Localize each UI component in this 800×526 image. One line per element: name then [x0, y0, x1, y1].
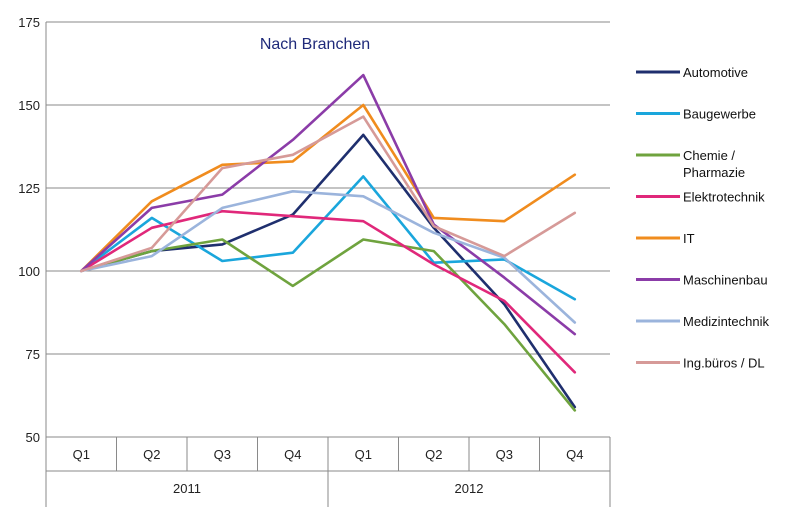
series-line	[80, 73, 577, 336]
y-tick-label: 175	[18, 15, 40, 30]
legend-label: Medizintechnik	[683, 314, 769, 329]
legend-label: Maschinenbau	[683, 273, 768, 288]
x-tick-label: Q2	[425, 447, 442, 462]
legend: Automotive Baugewerbe Chemie / Pharmazie Ele…	[636, 65, 769, 371]
x-group-label: 2012	[455, 481, 484, 496]
series-layer	[80, 73, 577, 412]
x-tick-label: Q4	[284, 447, 301, 462]
grid-layer	[46, 21, 610, 438]
series-line	[80, 190, 577, 324]
series-line	[80, 209, 577, 374]
axis-layer: 50 75 100 125 150 175 Q1 Q2 Q3 Q4 Q1 Q2 Q3 Q4 2011 2012	[18, 15, 611, 507]
x-tick-label: Q2	[143, 447, 160, 462]
x-tick-label: Q3	[496, 447, 513, 462]
x-tick-label: Q3	[214, 447, 231, 462]
x-tick-label: Q4	[566, 447, 583, 462]
series-line	[80, 103, 577, 273]
y-tick-label: 125	[18, 181, 40, 196]
legend-label: Ing.büros / DL	[683, 356, 765, 371]
y-tick-label: 100	[18, 264, 40, 279]
x-tick-label: Q1	[355, 447, 372, 462]
series-line	[80, 238, 577, 412]
legend-label: Pharmazie	[683, 165, 745, 180]
x-tick-label: Q1	[73, 447, 90, 462]
series-line	[80, 115, 577, 273]
legend-label: Baugewerbe	[683, 107, 756, 122]
y-tick-label: 75	[26, 347, 40, 362]
chart-title: Nach Branchen	[260, 36, 370, 53]
legend-label: Chemie /	[683, 148, 735, 163]
legend-label: Elektrotechnik	[683, 190, 765, 205]
legend-label: IT	[683, 231, 695, 246]
y-tick-label: 50	[26, 430, 40, 445]
legend-label: Automotive	[683, 65, 748, 80]
y-tick-label: 150	[18, 98, 40, 113]
x-group-label: 2011	[173, 481, 201, 496]
